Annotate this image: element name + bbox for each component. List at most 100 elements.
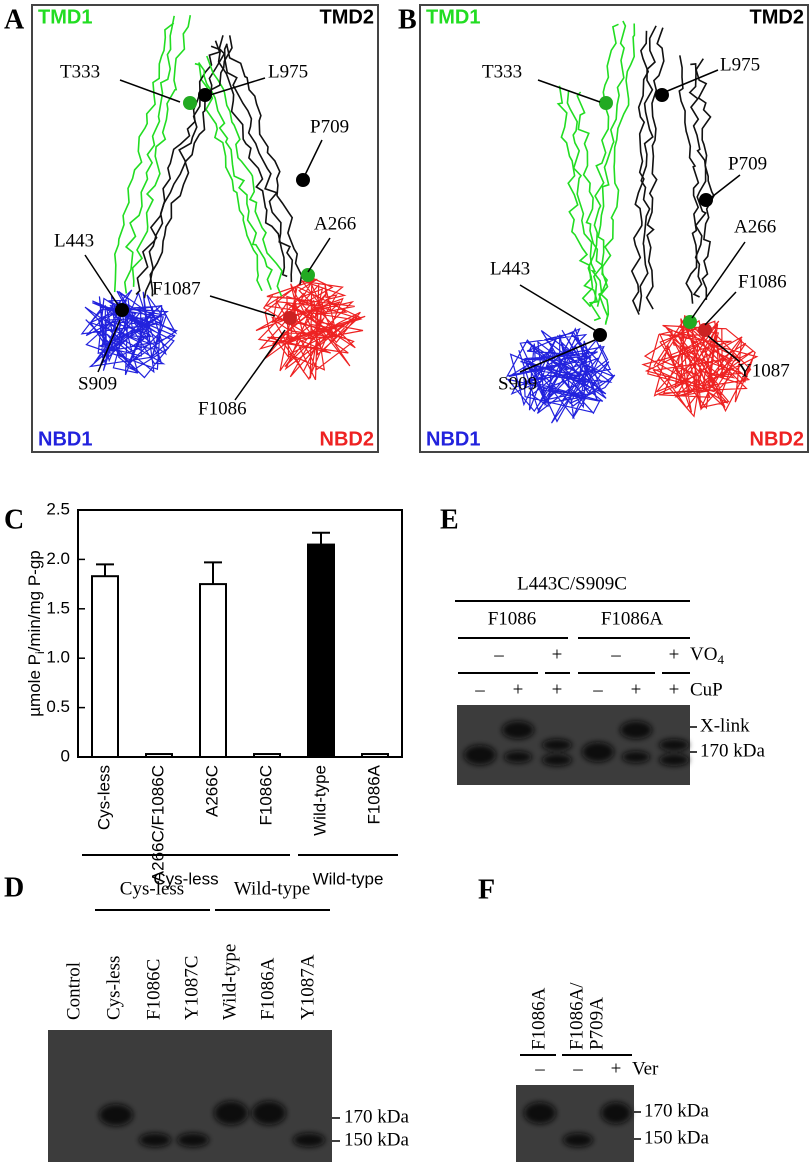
ribbon bbox=[688, 63, 707, 298]
residue-label: A266 bbox=[734, 216, 776, 237]
y-tick-label: 2.0 bbox=[46, 549, 70, 568]
ribbon bbox=[630, 30, 650, 315]
x-tick-label: A266C/F1086C bbox=[148, 765, 167, 882]
bar bbox=[307, 543, 335, 759]
marker-label: 170 kDa bbox=[700, 740, 765, 761]
ribbon bbox=[588, 20, 627, 307]
y-axis-label-part: /min/mg P-gp bbox=[25, 550, 44, 651]
residue-label: L975 bbox=[720, 54, 760, 75]
ribbon bbox=[566, 90, 609, 325]
residue-label: A266 bbox=[314, 213, 356, 234]
bar bbox=[199, 583, 227, 758]
residue-sphere bbox=[301, 268, 315, 282]
group-label: Cys-less bbox=[120, 878, 184, 899]
treatment-sign: + bbox=[552, 644, 563, 665]
treatment-sign: – bbox=[592, 679, 603, 700]
gel-bands bbox=[524, 1102, 631, 1147]
treatment-sign: – bbox=[610, 644, 621, 665]
domain-blob bbox=[255, 277, 366, 381]
treatment-label: VO4 bbox=[690, 644, 724, 667]
ribbon bbox=[113, 22, 175, 293]
y-tick-label: 1.5 bbox=[46, 598, 70, 617]
group-label: Wild-type bbox=[313, 869, 384, 888]
residue-sphere bbox=[283, 311, 297, 325]
pointers bbox=[519, 69, 746, 373]
residue-label: S909 bbox=[78, 373, 117, 394]
residue-label: F1087 bbox=[152, 278, 201, 299]
x-tick-label: Wild-type bbox=[310, 765, 329, 836]
ribbon bbox=[135, 40, 221, 295]
bar-chart: 0 0.5 1.0 1.5 2.0 2.5 µmole Pi/min/mg P-gp Cys-… bbox=[25, 499, 403, 888]
group-label: Cys-less bbox=[153, 869, 218, 888]
y-tick-label: 2.5 bbox=[46, 499, 70, 518]
treatment-label: Ver bbox=[632, 1058, 659, 1079]
residue-label: L443 bbox=[54, 230, 94, 251]
lane-label: Control bbox=[63, 962, 84, 1020]
domain-blob bbox=[80, 289, 178, 379]
residue-label: L975 bbox=[268, 61, 308, 82]
bar bbox=[361, 753, 389, 759]
y-tick-label: 1.0 bbox=[46, 648, 70, 667]
panel-frame bbox=[31, 4, 379, 453]
bracket-lines bbox=[455, 600, 690, 674]
lane-label: F1086A bbox=[257, 957, 278, 1020]
residue-sphere bbox=[183, 96, 197, 110]
structure bbox=[80, 15, 366, 381]
treatment-sign: – bbox=[493, 644, 504, 665]
lane-label: Cys-less bbox=[103, 956, 124, 1020]
group-label: F1086A bbox=[601, 608, 664, 629]
ribbon bbox=[143, 35, 226, 299]
residue-sphere bbox=[698, 323, 712, 337]
residue-sphere bbox=[599, 96, 613, 110]
residue-sphere bbox=[683, 315, 697, 329]
panel-label: F bbox=[478, 874, 495, 905]
residue-sphere bbox=[198, 88, 212, 102]
y-tick-label: 0.5 bbox=[46, 697, 70, 716]
construct-label: L443C/S909C bbox=[517, 573, 627, 594]
domain-blob bbox=[506, 327, 616, 424]
treatment-sign: – bbox=[474, 679, 485, 700]
ribbon bbox=[149, 35, 233, 297]
treatment-label: CuP bbox=[690, 679, 723, 700]
panel-frame bbox=[419, 4, 809, 453]
bar bbox=[253, 753, 281, 759]
panel-label: E bbox=[440, 504, 459, 535]
treatment-sign: + bbox=[611, 1058, 622, 1079]
residue-label: P709 bbox=[728, 153, 767, 174]
marker-label: 150 kDa bbox=[344, 1129, 409, 1150]
y-axis-label-part: µmole P bbox=[25, 654, 44, 717]
panel-label: D bbox=[4, 872, 24, 903]
panel-label: B bbox=[398, 4, 417, 35]
pointers bbox=[84, 77, 331, 401]
residue-label: Y1087 bbox=[738, 360, 790, 381]
x-tick-label: A266C bbox=[202, 765, 221, 817]
domain-blob bbox=[641, 315, 759, 418]
gel-bands bbox=[99, 1101, 325, 1147]
panel-label: C bbox=[4, 504, 24, 535]
ribbon bbox=[223, 43, 294, 283]
residue-label: F1086 bbox=[198, 398, 247, 419]
ribbon bbox=[695, 58, 715, 300]
marker-label: 170 kDa bbox=[344, 1106, 409, 1127]
residue-label: L443 bbox=[490, 258, 530, 279]
group-label: Wild-type bbox=[234, 878, 310, 899]
marker-label: X-link bbox=[700, 715, 750, 736]
residue-label: S909 bbox=[498, 373, 537, 394]
domain-label: TMD2 bbox=[320, 6, 374, 28]
panel-label: A bbox=[4, 4, 25, 35]
structure bbox=[506, 20, 759, 424]
lane-label: Y1087C bbox=[181, 956, 202, 1020]
treatment-sign: + bbox=[631, 679, 642, 700]
residue-label: F1086 bbox=[738, 271, 787, 292]
x-tick-label: F1086C bbox=[256, 765, 275, 825]
lane-label: P709A bbox=[586, 997, 607, 1050]
y-axis-label-part: i bbox=[33, 651, 47, 654]
bar bbox=[145, 753, 173, 759]
treatment-sign: – bbox=[534, 1058, 545, 1079]
residue-sphere bbox=[655, 88, 669, 102]
residue-sphere bbox=[296, 173, 310, 187]
treatment-sign: + bbox=[552, 679, 563, 700]
bar bbox=[91, 575, 119, 758]
residue-label: P709 bbox=[310, 116, 349, 137]
